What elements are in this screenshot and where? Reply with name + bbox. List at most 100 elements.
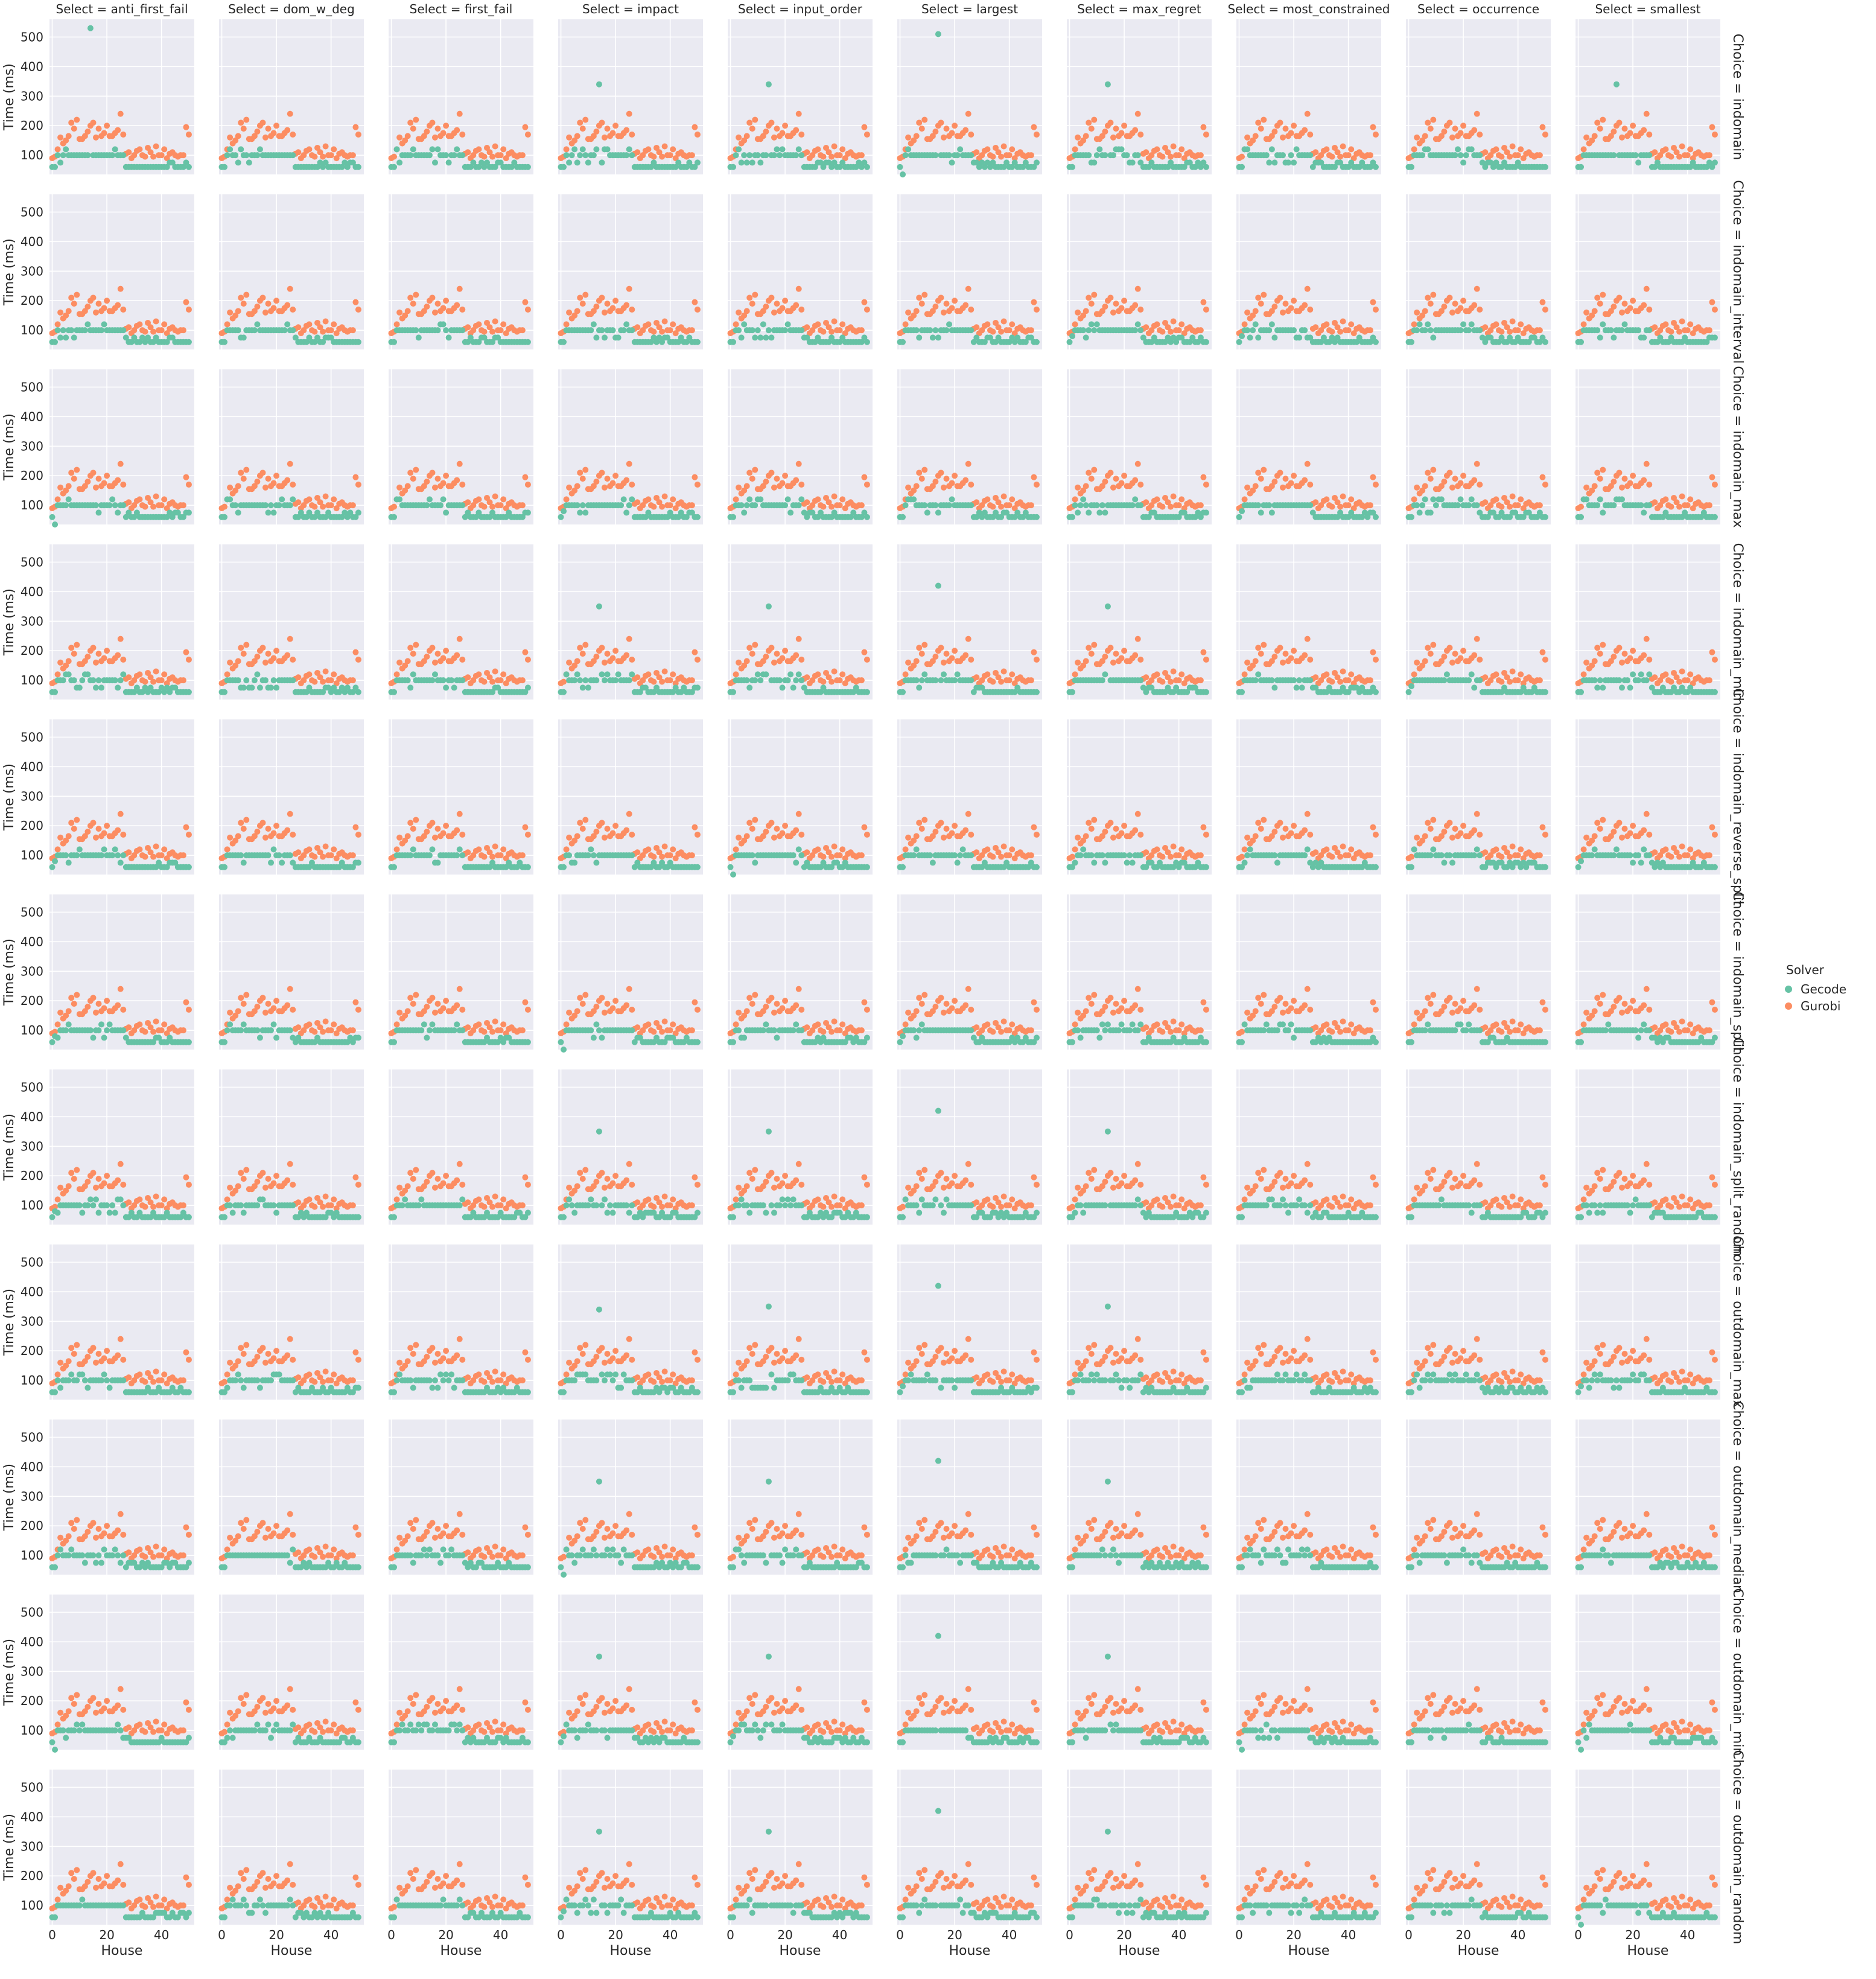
gurobi-point — [1252, 483, 1259, 489]
gurobi-point — [54, 146, 61, 153]
gecode-point — [672, 164, 679, 170]
gurobi-point — [1033, 656, 1040, 663]
gecode-point — [52, 339, 59, 345]
gecode-point — [741, 321, 748, 328]
gecode-point — [169, 159, 176, 166]
gurobi-point — [1244, 484, 1251, 491]
gecode-point — [235, 509, 241, 516]
gurobi-point — [990, 153, 996, 160]
gurobi-point — [1291, 123, 1297, 129]
gurobi-point — [1323, 321, 1330, 328]
gecode-point — [1711, 689, 1718, 695]
gecode-point — [238, 852, 244, 859]
gurobi-point — [1441, 304, 1448, 310]
gurobi-point — [519, 502, 526, 509]
gurobi-point — [1706, 152, 1712, 159]
gurobi-point — [270, 130, 277, 136]
gurobi-point — [311, 678, 318, 685]
gurobi-point — [150, 678, 157, 685]
gecode-point — [596, 603, 602, 610]
gurobi-point — [104, 648, 110, 654]
gurobi-point — [1148, 152, 1155, 159]
gurobi-point — [287, 811, 293, 817]
gurobi-point — [92, 309, 99, 316]
gurobi-point — [659, 853, 666, 860]
gecode-point — [784, 496, 791, 503]
gecode-point — [120, 671, 127, 678]
gecode-point — [1307, 152, 1314, 159]
gurobi-point — [965, 110, 971, 117]
gurobi-point — [670, 496, 676, 503]
gurobi-point — [456, 460, 463, 467]
gurobi-point — [227, 309, 234, 316]
gecode-point — [227, 496, 234, 503]
gurobi-point — [306, 671, 313, 678]
y-axis-label: Time (ms) — [2, 238, 17, 306]
gurobi-point — [1422, 483, 1428, 489]
gecode-point — [279, 496, 285, 503]
gurobi-point — [793, 477, 800, 483]
gurobi-point — [240, 301, 247, 307]
gecode-point — [579, 502, 586, 509]
facet-panel — [388, 544, 533, 700]
gecode-point — [1542, 514, 1548, 520]
gurobi-point — [284, 302, 291, 308]
gurobi-point — [1509, 318, 1516, 325]
gecode-point — [1430, 334, 1437, 341]
gurobi-point — [465, 324, 471, 331]
gecode-point — [615, 334, 622, 341]
gecode-point — [571, 859, 578, 866]
gurobi-point — [609, 830, 616, 837]
gurobi-point — [1668, 503, 1674, 510]
gurobi-point — [270, 480, 277, 486]
gecode-point — [57, 334, 64, 341]
gurobi-point — [1072, 146, 1078, 153]
gecode-point — [443, 684, 450, 691]
gurobi-point — [1282, 476, 1289, 482]
gecode-point — [221, 164, 228, 170]
gurobi-point — [601, 484, 608, 491]
gurobi-point — [1477, 131, 1483, 138]
gurobi-point — [1288, 655, 1294, 661]
gurobi-point — [1318, 152, 1324, 159]
gurobi-point — [262, 309, 269, 316]
gurobi-point — [746, 120, 753, 126]
gurobi-point — [782, 123, 789, 129]
gurobi-point — [424, 479, 430, 485]
gurobi-point — [104, 823, 110, 829]
gurobi-point — [1258, 126, 1264, 132]
gurobi-point — [456, 285, 463, 292]
gecode-point — [84, 671, 91, 678]
gecode-point — [1542, 164, 1548, 170]
gurobi-point — [265, 651, 272, 657]
gurobi-point — [1652, 499, 1658, 506]
gurobi-point — [1583, 309, 1590, 316]
gurobi-point — [115, 477, 121, 483]
gecode-point — [391, 689, 398, 695]
gurobi-point — [1083, 483, 1089, 489]
gurobi-point — [1643, 110, 1650, 117]
gurobi-point — [952, 123, 958, 129]
gurobi-point — [836, 152, 843, 159]
gurobi-point — [1509, 668, 1516, 675]
y-tick-label: 100 — [21, 323, 43, 337]
gurobi-point — [1255, 470, 1262, 476]
gurobi-point — [1072, 671, 1078, 678]
gecode-point — [618, 502, 625, 509]
gecode-point — [454, 852, 460, 859]
gecode-point — [949, 496, 955, 503]
gurobi-point — [1493, 671, 1499, 678]
gurobi-point — [150, 328, 157, 335]
gecode-point — [1711, 159, 1718, 166]
facet-panel — [1236, 194, 1381, 349]
gecode-point — [599, 671, 605, 678]
gecode-point — [443, 327, 450, 334]
gecode-point — [1432, 502, 1439, 509]
y-tick-label: 300 — [21, 89, 43, 103]
gecode-point — [1268, 146, 1275, 153]
gurobi-point — [492, 493, 498, 500]
gurobi-point — [577, 295, 583, 301]
gurobi-point — [1457, 130, 1464, 136]
gurobi-point — [519, 152, 526, 159]
gecode-point — [921, 671, 928, 678]
